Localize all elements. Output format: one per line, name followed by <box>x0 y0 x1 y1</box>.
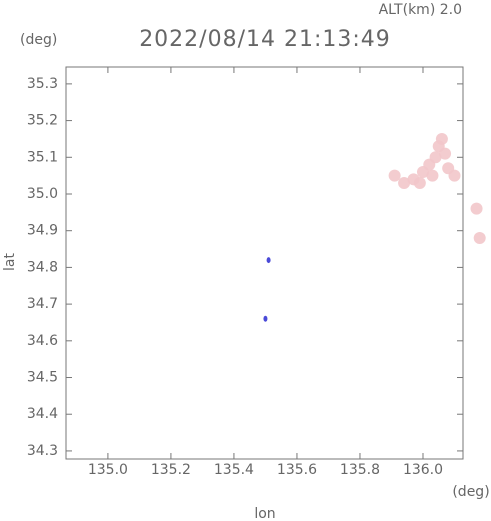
echo-point <box>266 257 271 264</box>
subtitle: ALT(km) 2.0 <box>379 2 462 18</box>
y-axis-label: lat <box>2 253 18 271</box>
x-axis-label: lon <box>254 506 275 521</box>
y-tick-label: 35.3 <box>27 76 58 92</box>
y-tick-label: 34.5 <box>27 370 58 386</box>
y-tick-label: 34.9 <box>27 223 58 239</box>
x-unit: (deg) <box>452 484 489 500</box>
echo-point <box>263 315 268 322</box>
x-tick-label: 135.8 <box>340 462 380 478</box>
y-tick-label: 35.1 <box>27 149 58 165</box>
y-tick-label: 34.4 <box>27 406 58 422</box>
x-tick-label: 135.6 <box>277 462 317 478</box>
y-tick-label: 35.0 <box>27 186 58 202</box>
y-tick-label: 35.2 <box>27 113 58 129</box>
y-tick-label: 34.3 <box>27 443 58 459</box>
echo-point <box>435 132 448 145</box>
x-tick-label: 135.4 <box>214 462 254 478</box>
y-tick-label: 34.7 <box>27 296 58 312</box>
y-tick-label: 34.8 <box>27 259 58 275</box>
echo-point <box>439 147 452 160</box>
x-tick-label: 135.2 <box>151 462 191 478</box>
x-tick-label: 135.0 <box>88 462 128 478</box>
echo-point <box>426 169 439 182</box>
echo-point <box>470 202 483 215</box>
plot-frame <box>65 66 464 460</box>
echo-point <box>473 232 486 245</box>
echo-point <box>448 169 461 182</box>
y-tick-label: 34.6 <box>27 333 58 349</box>
y-unit: (deg) <box>20 32 57 48</box>
chart-title: 2022/08/14 21:13:49 <box>139 27 391 52</box>
echo-point <box>388 169 401 182</box>
x-tick-label: 136.0 <box>403 462 443 478</box>
echo-point <box>398 176 411 189</box>
echo-point <box>429 151 442 164</box>
echo-point <box>413 176 426 189</box>
